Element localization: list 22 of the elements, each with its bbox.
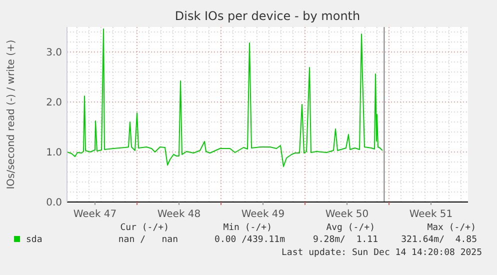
line-series [66,28,383,167]
y-tick-label: 1.0 [46,148,62,158]
x-tick-label: Week 49 [241,209,285,220]
y-tick-label: 3.0 [46,48,62,58]
x-tick-label: Week 48 [157,209,201,220]
text: Max (-/+) [427,223,476,233]
y-tick-label: 2.0 [46,98,62,108]
text: Min (-/+) [223,223,272,233]
x-tick-label: Week 47 [73,209,117,220]
legend-label: sda [26,235,42,245]
x-tick-label: Week 51 [409,209,453,220]
x-tick-label: Week 50 [325,209,369,220]
y-axis-title: IOs/second read (-) / write (+) [6,40,17,190]
text: Last update: Sun Dec 14 14:20:08 2025 [282,248,482,258]
text: 321.64m/ 4.85 [401,235,477,245]
text: 0.00 /439.11m [214,235,285,245]
y-tick-label: 0.0 [46,198,62,208]
text: Cur (-/+) [120,223,169,233]
text: 9.28m/ 1.11 [312,235,378,245]
text: nan / nan [118,235,178,245]
chart-title: Disk IOs per device - by month [174,9,360,23]
text: Avg (-/+) [326,223,375,233]
